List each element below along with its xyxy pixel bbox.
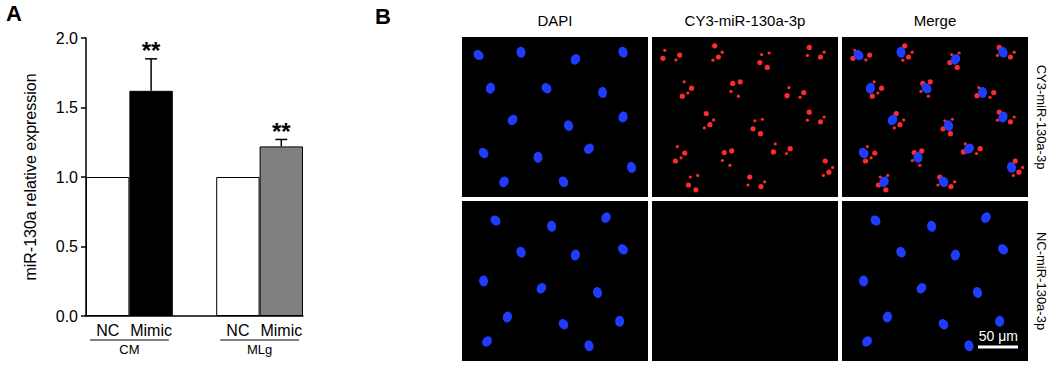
svg-text:NC-miR-130a-3p: NC-miR-130a-3p [1034, 232, 1049, 330]
svg-text:**: ** [142, 37, 161, 64]
svg-text:CY3-miR-130a-3p: CY3-miR-130a-3p [685, 12, 806, 29]
svg-text:miR-130a relative expression: miR-130a relative expression [22, 73, 39, 280]
svg-text:2.0: 2.0 [56, 30, 78, 47]
svg-text:**: ** [272, 118, 291, 145]
svg-text:MLg: MLg [247, 342, 272, 357]
svg-text:50 μm: 50 μm [979, 328, 1018, 344]
svg-text:Merge: Merge [914, 12, 957, 29]
svg-text:CM: CM [119, 342, 139, 357]
svg-text:B: B [375, 4, 391, 29]
svg-text:0.0: 0.0 [56, 308, 78, 325]
svg-text:A: A [6, 1, 22, 26]
svg-text:DAPI: DAPI [537, 12, 572, 29]
svg-text:NC: NC [96, 322, 119, 339]
svg-text:Mimic: Mimic [130, 322, 172, 339]
svg-text:0.5: 0.5 [56, 238, 78, 255]
svg-text:1.5: 1.5 [56, 99, 78, 116]
svg-text:NC: NC [226, 322, 249, 339]
svg-text:Mimic: Mimic [260, 322, 302, 339]
svg-text:CY3-miR-130a-3p: CY3-miR-130a-3p [1034, 65, 1049, 170]
svg-text:1.0: 1.0 [56, 169, 78, 186]
